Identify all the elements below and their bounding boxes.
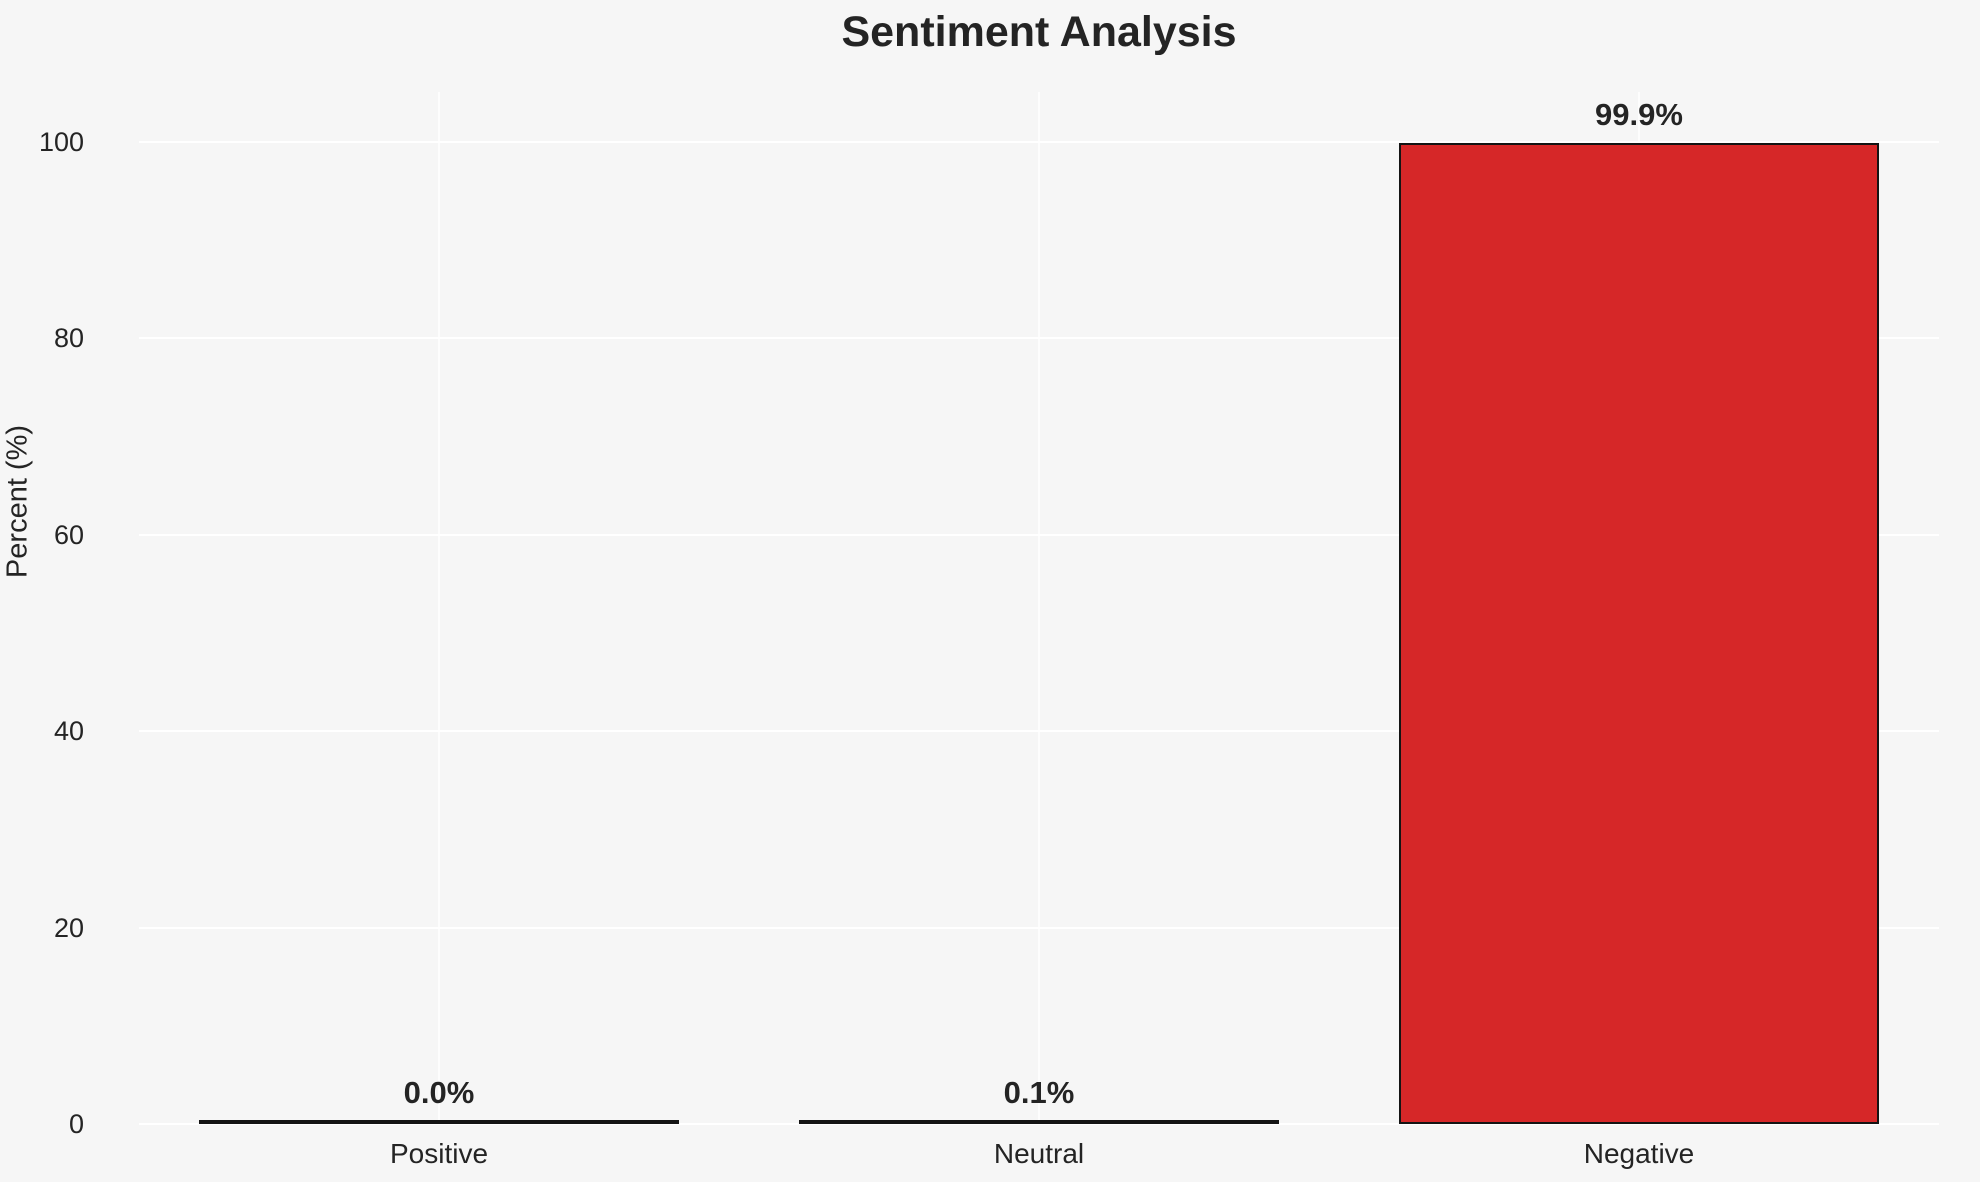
chart-title: Sentiment Analysis [841, 8, 1237, 56]
gridline-horizontal [139, 1123, 1939, 1125]
bar-negative [1399, 142, 1879, 1124]
bar-positive [199, 1120, 679, 1124]
y-tick-label: 100 [38, 127, 84, 157]
y-axis-label: Percent (%) [1, 424, 34, 579]
bar-neutral [799, 1120, 1279, 1124]
plot-area: 0 20 40 60 80 100 0.0% 0.1% 99.9% [39, 92, 1939, 1138]
y-tick-label: 80 [53, 323, 84, 354]
x-tick-label: Positive [389, 1138, 489, 1169]
bar-value-label: 99.9% [1595, 96, 1683, 132]
gridline-vertical [1038, 92, 1040, 1124]
y-tick-label: 60 [53, 519, 84, 550]
y-tick-label: 40 [53, 716, 84, 747]
x-tick-label: Negative [1583, 1138, 1695, 1169]
bar-value-label: 0.0% [403, 1075, 475, 1110]
y-tick-label: 20 [53, 912, 84, 943]
bar-value-label: 0.1% [1003, 1075, 1075, 1110]
x-tick-label: Neutral [993, 1138, 1085, 1169]
gridline-vertical [438, 92, 440, 1124]
y-tick-label: 0 [68, 1109, 84, 1139]
